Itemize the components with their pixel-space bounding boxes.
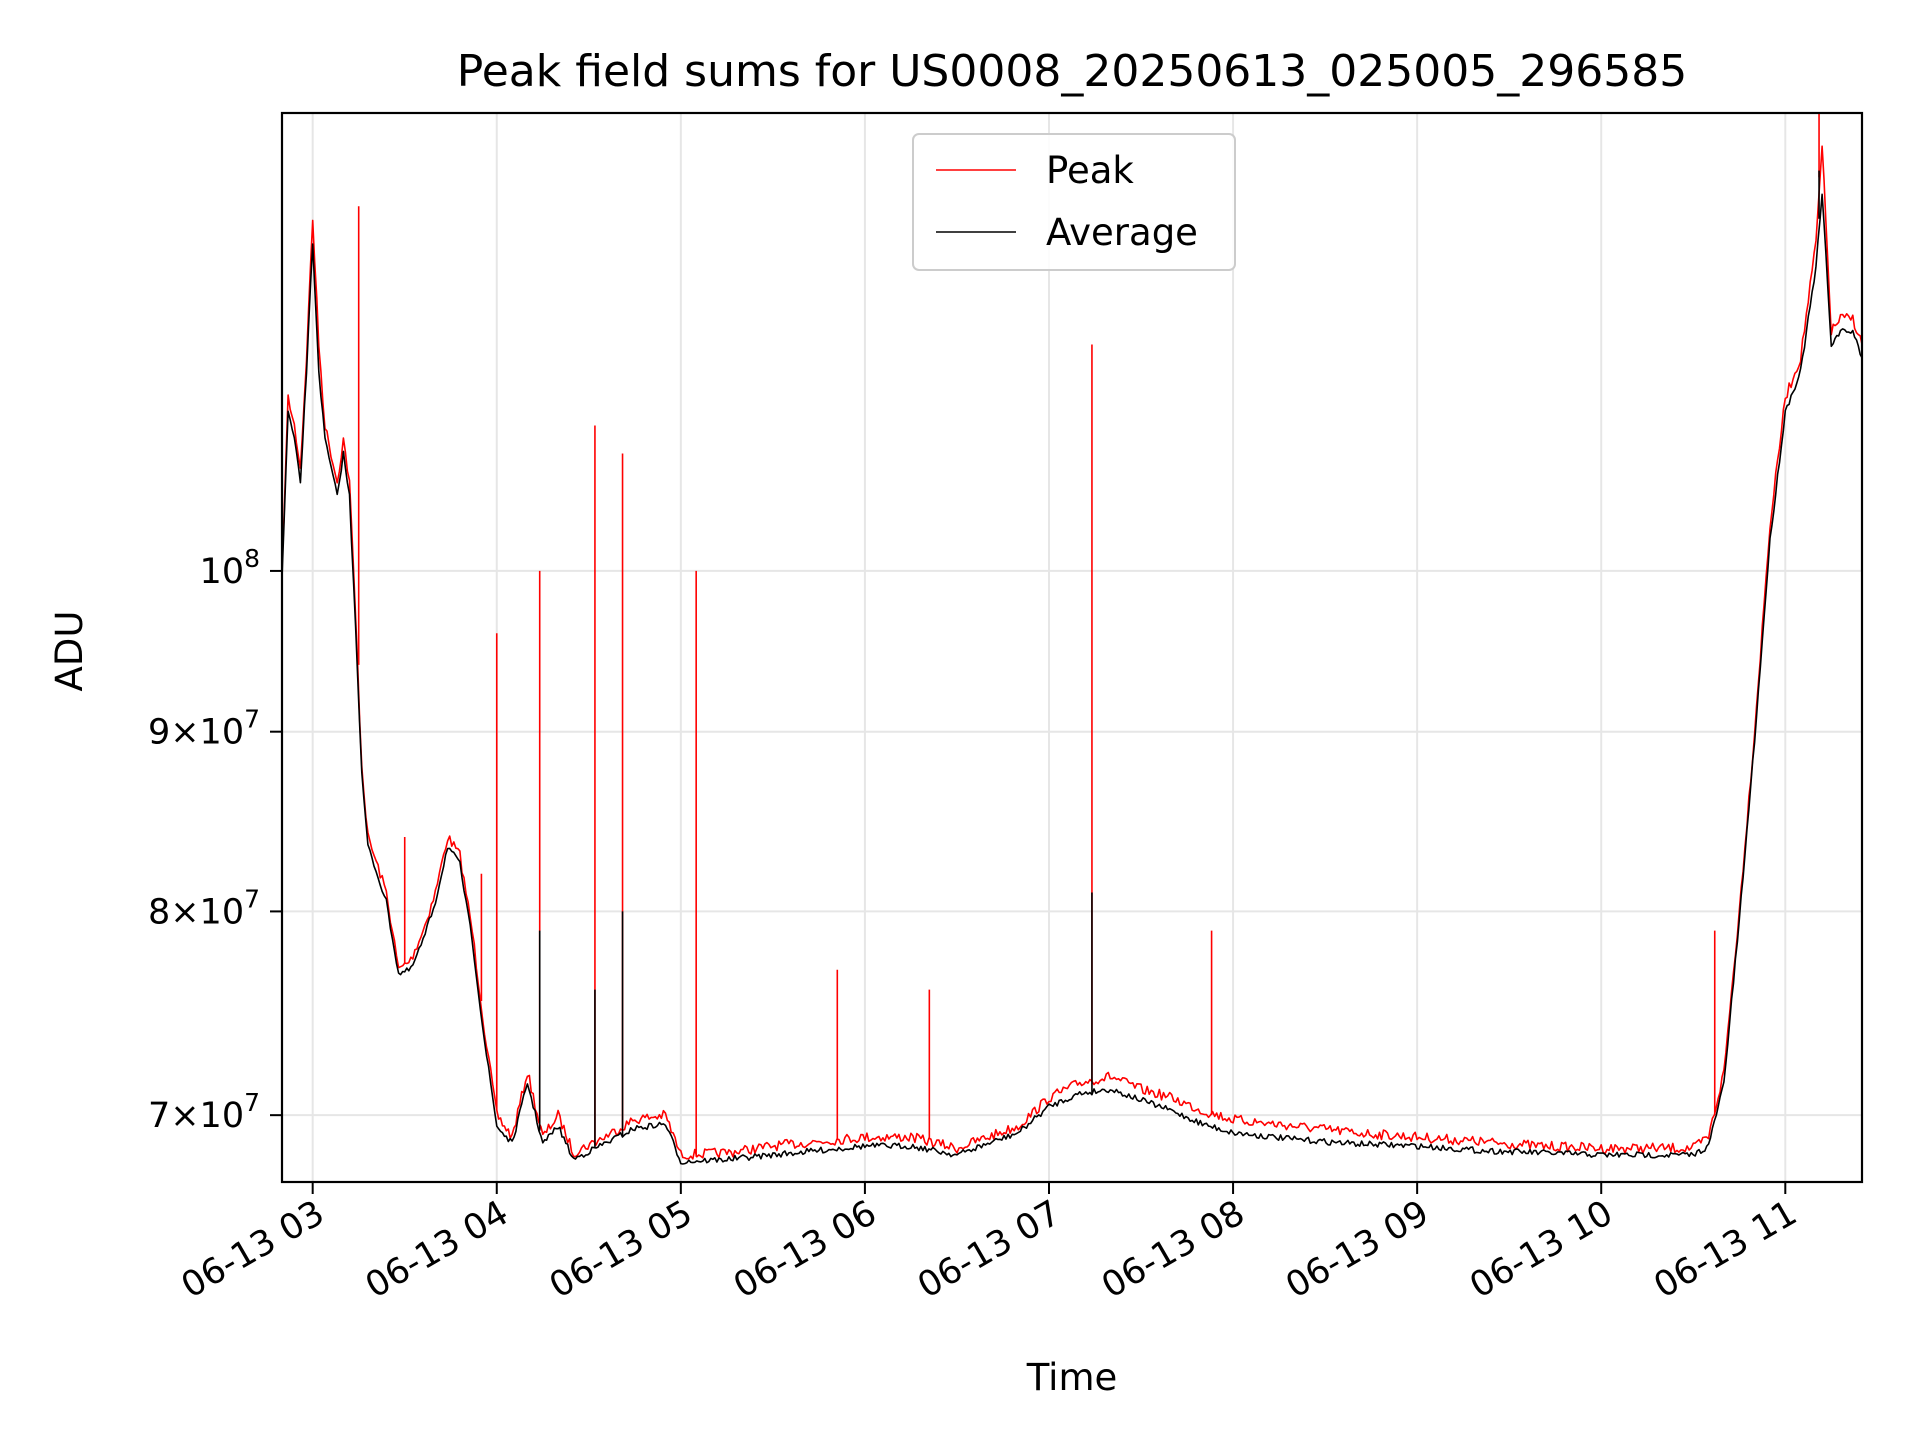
plot-lines bbox=[281, 113, 1863, 1165]
plot-frame bbox=[280, 111, 1864, 1184]
legend-peak-label: Peak bbox=[1046, 149, 1134, 192]
x-axis-label: Time bbox=[1026, 1356, 1118, 1399]
legend-box bbox=[912, 133, 1236, 271]
legend: Peak Average bbox=[912, 133, 1236, 271]
legend-average-label: Average bbox=[1046, 211, 1198, 254]
y-tick-label: 9×107 bbox=[148, 705, 260, 753]
chart-title: Peak field sums for US0008_20250613_0250… bbox=[457, 46, 1687, 97]
series-line-average bbox=[281, 193, 1863, 1165]
y-tick-label: 8×107 bbox=[148, 884, 260, 932]
y-axis-label: ADU bbox=[48, 611, 91, 692]
y-tick-label: 7×107 bbox=[148, 1088, 260, 1136]
series-line-peak bbox=[281, 145, 1863, 1160]
